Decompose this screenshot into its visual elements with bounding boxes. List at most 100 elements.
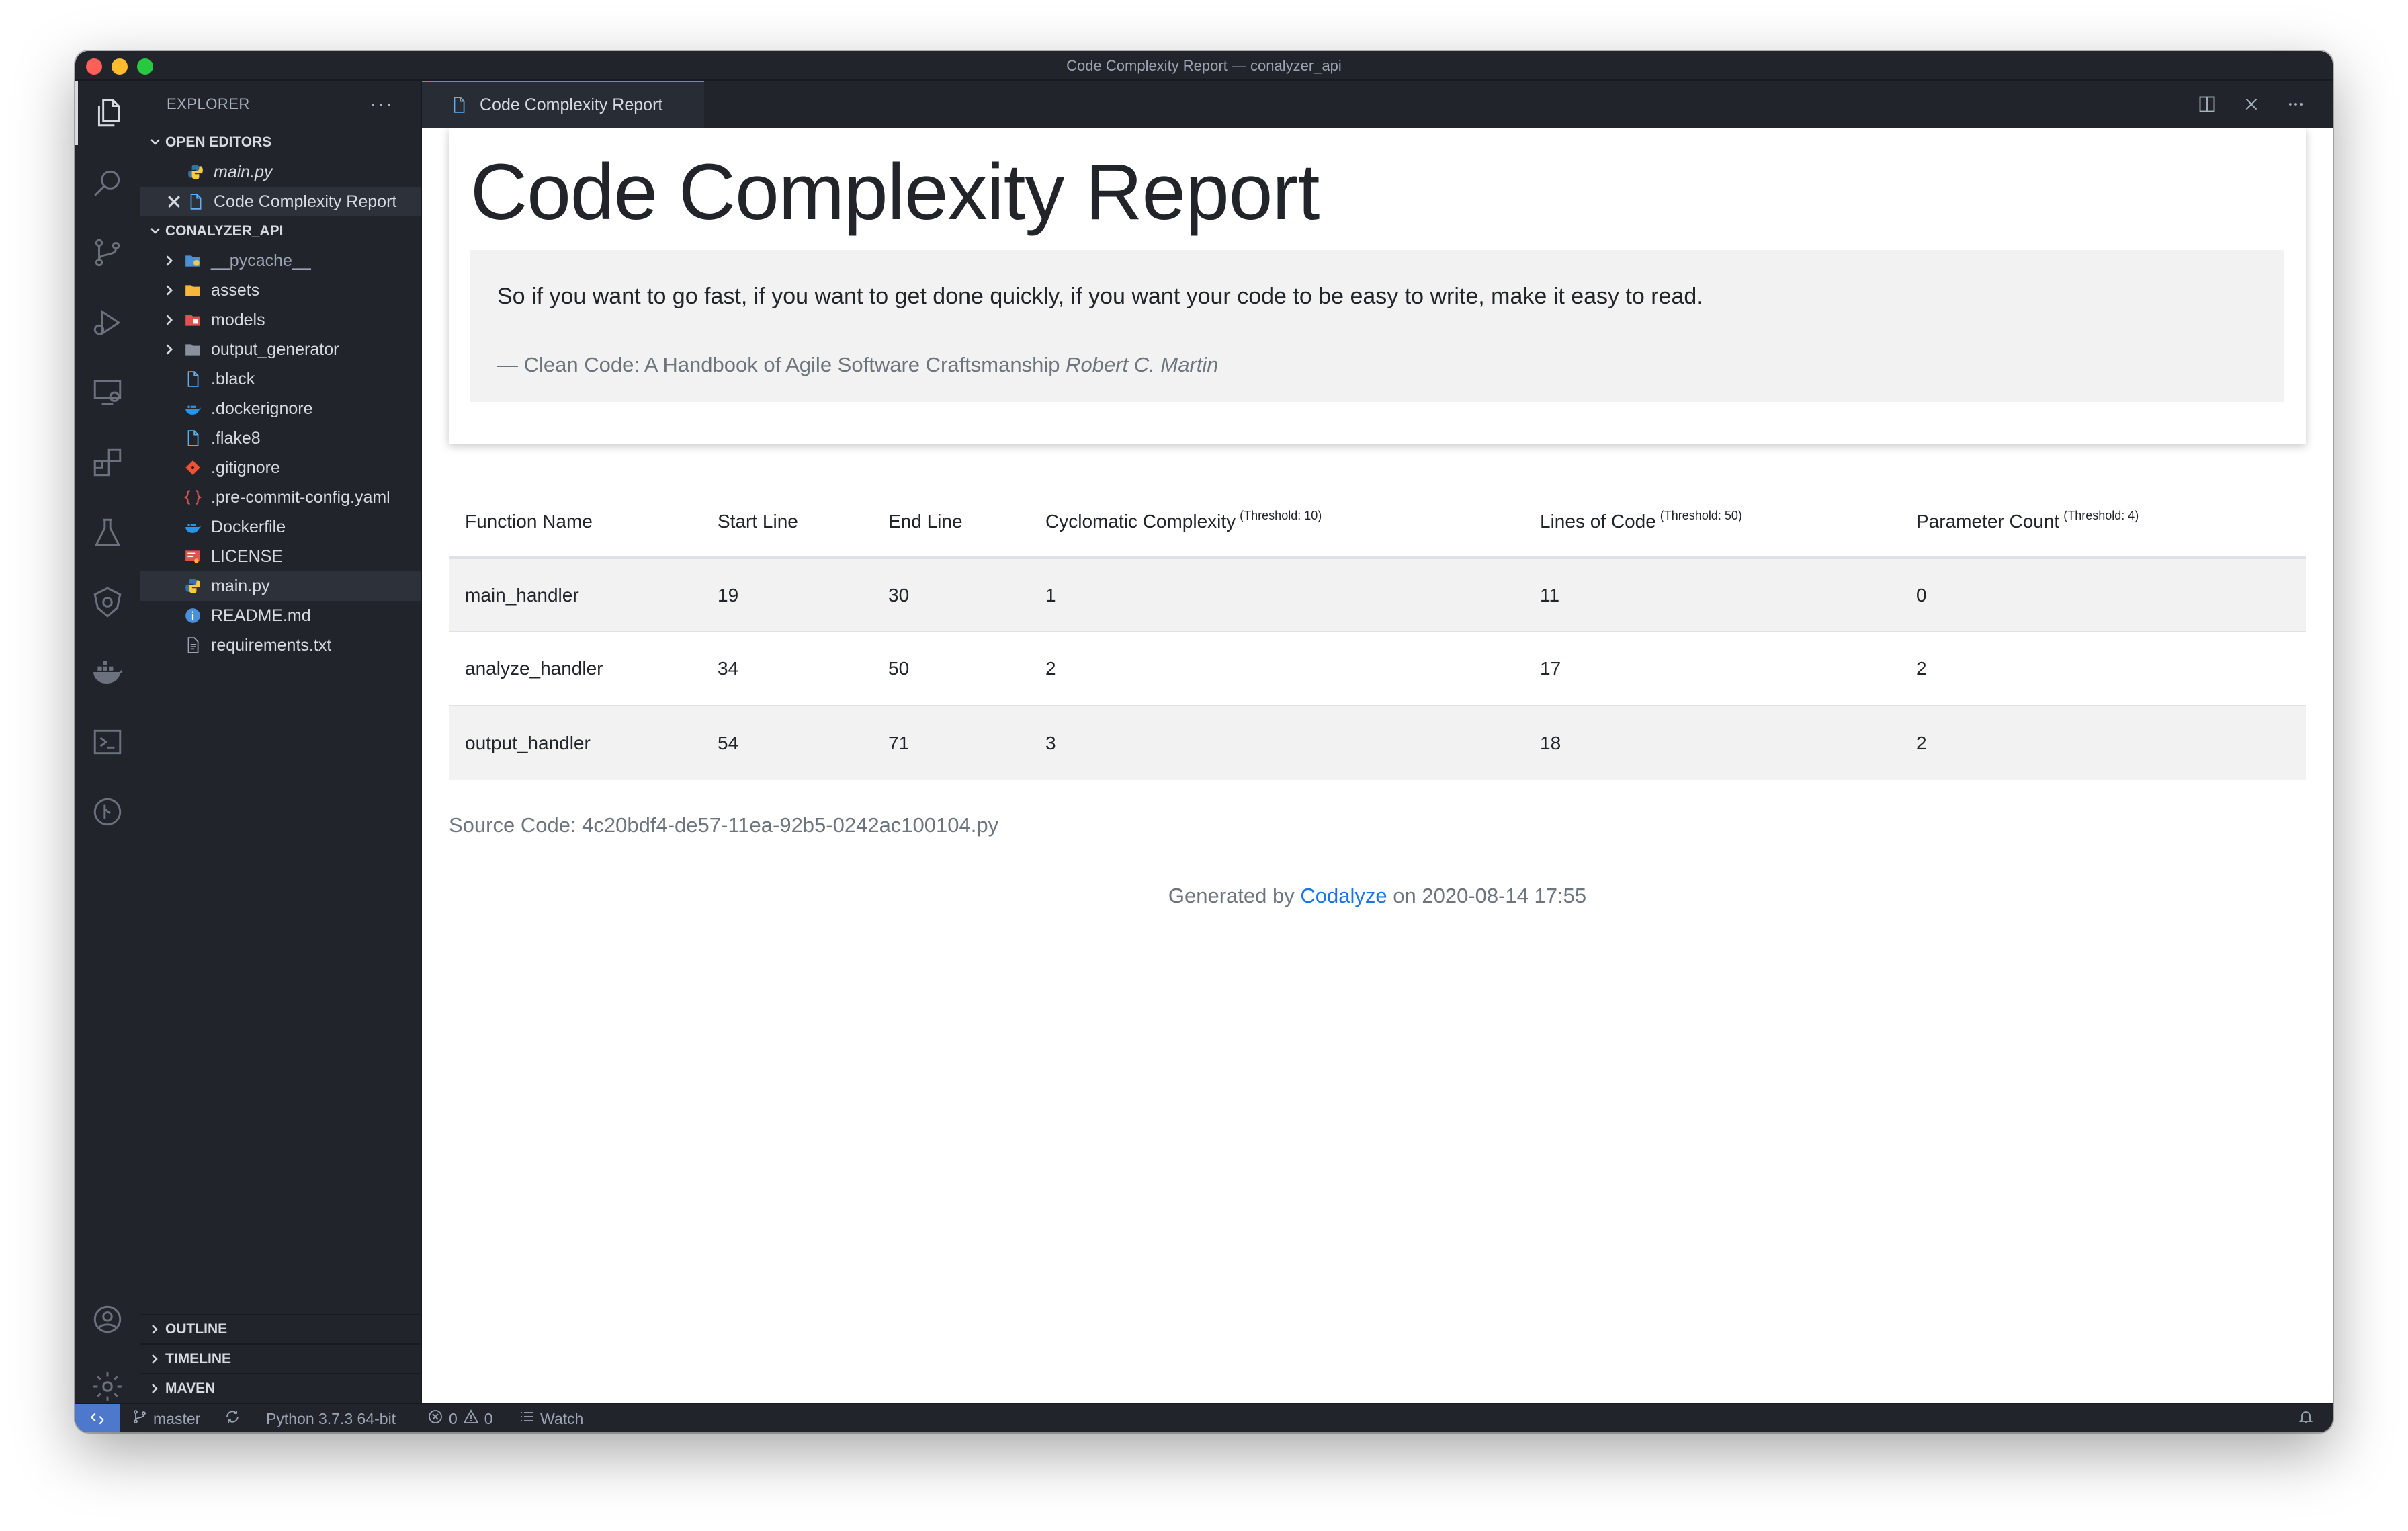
- table-cell: 34: [701, 631, 872, 706]
- open-editor-item[interactable]: main.py: [140, 157, 421, 187]
- notifications-status[interactable]: [2298, 1404, 2314, 1432]
- license-file-icon: [183, 546, 203, 567]
- minimize-window-button[interactable]: [112, 58, 128, 75]
- project-section[interactable]: CONALYZER_API: [140, 216, 421, 246]
- tree-folder[interactable]: assets: [140, 276, 421, 305]
- remote-indicator[interactable]: [75, 1404, 120, 1432]
- maven-section[interactable]: MAVEN: [140, 1373, 421, 1403]
- more-actions-icon[interactable]: [2286, 94, 2306, 114]
- watch-label: Watch: [540, 1409, 584, 1427]
- explorer-header: EXPLORER ···: [140, 81, 421, 128]
- open-editors-section[interactable]: OPEN EDITORS: [140, 128, 421, 157]
- tree-file[interactable]: LICENSE: [140, 542, 421, 571]
- kubernetes-icon[interactable]: [75, 570, 140, 634]
- run-debug-icon[interactable]: [75, 290, 140, 355]
- codalyze-link[interactable]: Codalyze: [1300, 884, 1387, 907]
- tree-label: __pycache__: [211, 251, 311, 270]
- remote-explorer-icon[interactable]: [75, 360, 140, 425]
- tree-file[interactable]: .dockerignore: [140, 394, 421, 423]
- tree-label: assets: [211, 280, 260, 300]
- tree-file[interactable]: .flake8: [140, 423, 421, 453]
- warning-icon: [463, 1409, 479, 1429]
- tree-file[interactable]: requirements.txt: [140, 630, 421, 660]
- maximize-window-button[interactable]: [137, 58, 153, 75]
- close-icon[interactable]: [2241, 94, 2262, 114]
- docker-file-icon: [183, 517, 203, 537]
- table-cell: 2: [1900, 631, 2306, 706]
- split-editor-icon[interactable]: [2197, 94, 2217, 114]
- tree-label: requirements.txt: [211, 635, 332, 655]
- close-editor-icon[interactable]: [165, 192, 183, 212]
- tree-file[interactable]: .pre-commit-config.yaml: [140, 483, 421, 512]
- settings-gear-icon[interactable]: [75, 1354, 140, 1419]
- tree-label: output_generator: [211, 339, 339, 359]
- more-actions-icon[interactable]: ···: [370, 93, 394, 115]
- tab-label: Code Complexity Report: [480, 95, 663, 114]
- tree-label: README.md: [211, 606, 311, 625]
- tree-label: .gitignore: [211, 458, 280, 477]
- open-editor-label: Code Complexity Report: [214, 192, 397, 211]
- git-file-icon: [183, 458, 203, 478]
- chevron-right-icon: [163, 251, 177, 271]
- open-editor-item[interactable]: Code Complexity Report: [140, 187, 421, 216]
- problems-status[interactable]: 0 0: [427, 1404, 493, 1432]
- activity-bar: [75, 81, 140, 1403]
- error-count: 0: [449, 1409, 458, 1427]
- account-icon[interactable]: [75, 1287, 140, 1352]
- pycache-folder-icon: [183, 251, 203, 271]
- close-window-button[interactable]: [86, 58, 102, 75]
- generated-prefix: Generated by: [1168, 884, 1295, 907]
- tree-folder[interactable]: __pycache__: [140, 246, 421, 276]
- tree-label: LICENSE: [211, 546, 283, 566]
- table-cell: 18: [1524, 705, 1900, 780]
- python-version-label: Python 3.7.3 64-bit: [266, 1409, 396, 1427]
- chevron-right-icon: [145, 1349, 165, 1369]
- list-icon: [519, 1409, 535, 1429]
- editor-area: Code Complexity Report Code Complexity R…: [422, 81, 2333, 1403]
- table-cell: 30: [872, 557, 1029, 632]
- tree-label: models: [211, 310, 265, 329]
- report-title: Code Complexity Report: [470, 148, 1320, 237]
- table-cell: 19: [701, 557, 872, 632]
- git-graph-icon[interactable]: [75, 780, 140, 844]
- python-interpreter-status[interactable]: Python 3.7.3 64-bit: [266, 1404, 396, 1432]
- tree-folder[interactable]: output_generator: [140, 335, 421, 364]
- extensions-icon[interactable]: [75, 430, 140, 495]
- window-title: Code Complexity Report — conalyzer_api: [1066, 57, 1342, 74]
- tab-code-complexity-report[interactable]: Code Complexity Report: [422, 81, 704, 128]
- column-header: Cyclomatic Complexity (Threshold: 10): [1029, 484, 1524, 559]
- timeline-section[interactable]: TIMELINE: [140, 1343, 421, 1373]
- tree-label: .pre-commit-config.yaml: [211, 487, 390, 507]
- yaml-file-icon: [183, 487, 203, 507]
- maven-title: MAVEN: [165, 1380, 216, 1396]
- testing-flask-icon[interactable]: [75, 500, 140, 565]
- chevron-down-icon: [145, 221, 165, 241]
- file-icon: [185, 192, 206, 212]
- docker-icon[interactable]: [75, 640, 140, 704]
- outline-section[interactable]: OUTLINE: [140, 1314, 421, 1343]
- docker-file-icon: [183, 399, 203, 419]
- project-title: CONALYZER_API: [165, 223, 284, 239]
- column-header: Function Name: [449, 484, 701, 559]
- quote-source: — Clean Code: A Handbook of Agile Softwa…: [497, 353, 1060, 376]
- tree-file[interactable]: main.py: [140, 571, 421, 601]
- sync-status[interactable]: [224, 1404, 241, 1432]
- tree-file[interactable]: Dockerfile: [140, 512, 421, 542]
- table-cell: 50: [872, 631, 1029, 706]
- source-control-icon[interactable]: [75, 220, 140, 285]
- vscode-window: Code Complexity Report — conalyzer_api: [75, 51, 2333, 1432]
- info-file-icon: [183, 606, 203, 626]
- tree-file[interactable]: .gitignore: [140, 453, 421, 483]
- branch-status[interactable]: master: [132, 1404, 200, 1432]
- tree-file[interactable]: .black: [140, 364, 421, 394]
- search-icon[interactable]: [75, 151, 140, 215]
- chevron-right-icon: [163, 310, 177, 330]
- explorer-icon[interactable]: [75, 81, 140, 145]
- file-icon: [183, 369, 203, 389]
- tree-file[interactable]: README.md: [140, 601, 421, 630]
- tree-folder[interactable]: models: [140, 305, 421, 335]
- table-header-row: Function Name Start Line End Line Cyclom…: [449, 484, 2306, 559]
- terminal-icon[interactable]: [75, 710, 140, 774]
- error-icon: [427, 1409, 443, 1429]
- watch-status[interactable]: Watch: [519, 1404, 583, 1432]
